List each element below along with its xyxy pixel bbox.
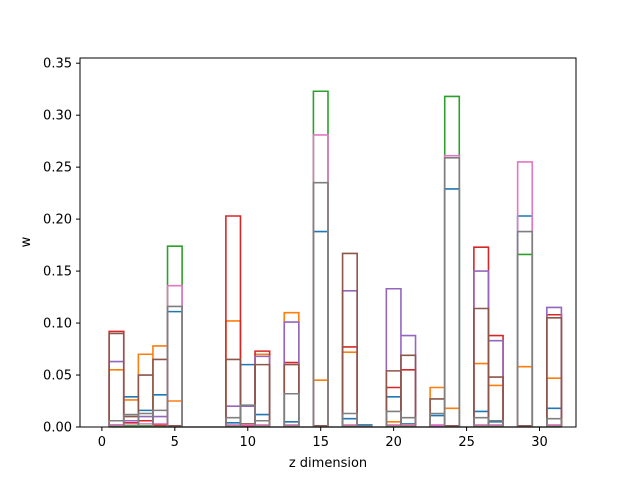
y-tick-label: 0.25 [43,161,72,176]
x-tick-label: 20 [385,435,402,450]
y-tick-label: 0.10 [43,317,72,332]
y-tick-label: 0.20 [43,213,72,228]
series-6 [108,252,563,427]
x-tick-label: 15 [312,435,329,450]
series-8-step-outline [108,156,563,427]
y-axis-label: w [19,236,34,247]
y-tick-label: 0.00 [43,421,72,436]
series-8 [108,156,563,427]
x-axis: 0 5 10 15 20 25 30 [98,427,548,450]
y-tick-label: 0.15 [43,265,72,280]
x-tick-label: 10 [239,435,256,450]
y-tick-label: 0.35 [43,57,72,72]
x-axis-label: z dimension [289,456,367,471]
y-tick-label: 0.05 [43,369,72,384]
series-7 [108,134,563,427]
plot-frame [79,57,577,428]
x-tick-label: 5 [171,435,179,450]
x-tick-label: 30 [531,435,548,450]
x-tick-label: 25 [458,435,475,450]
series-7-step-outline [108,134,563,427]
series-6-step-outline [108,252,563,427]
y-tick-label: 0.30 [43,109,72,124]
x-tick-label: 0 [98,435,106,450]
y-axis: 0.00 0.05 0.10 0.15 0.20 0.25 0.30 0.35 [43,57,80,436]
